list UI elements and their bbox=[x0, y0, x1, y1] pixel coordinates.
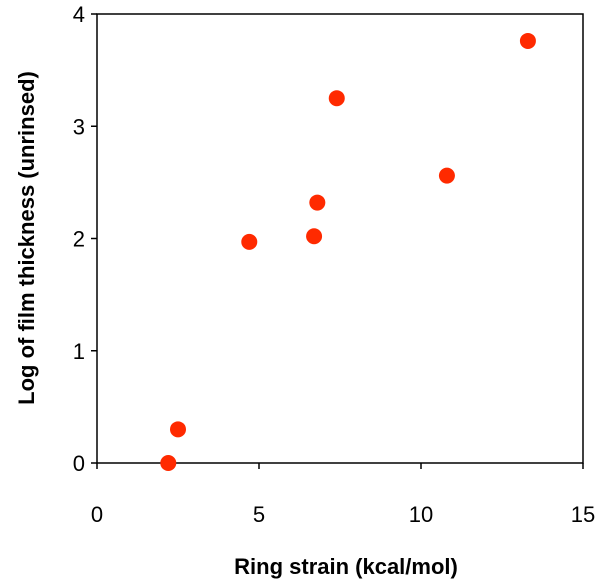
y-axis-ticks: 0 1 2 3 4 bbox=[73, 2, 97, 476]
x-axis-title: Ring strain (kcal/mol) bbox=[234, 554, 458, 579]
data-point bbox=[170, 421, 186, 438]
data-points bbox=[160, 32, 536, 471]
y-tick-label: 2 bbox=[73, 227, 85, 252]
y-axis-title: Log of film thickness (unrinsed) bbox=[14, 71, 39, 405]
data-point bbox=[306, 228, 323, 245]
x-tick-label: 10 bbox=[409, 502, 433, 527]
data-point bbox=[309, 194, 326, 211]
data-point bbox=[241, 233, 258, 250]
y-tick-label: 4 bbox=[73, 2, 85, 27]
y-tick-label: 1 bbox=[73, 339, 85, 364]
x-tick-label: 5 bbox=[253, 502, 265, 527]
data-point bbox=[328, 90, 345, 107]
data-point bbox=[438, 167, 455, 184]
y-tick-label: 3 bbox=[73, 114, 85, 139]
x-tick-label: 15 bbox=[571, 502, 595, 527]
plot-frame bbox=[96, 13, 584, 464]
data-point bbox=[160, 455, 177, 471]
x-axis-ticks: 0 5 10 15 bbox=[91, 463, 595, 527]
x-tick-label: 0 bbox=[91, 502, 103, 527]
data-point bbox=[519, 32, 536, 49]
y-tick-label: 0 bbox=[73, 451, 85, 476]
